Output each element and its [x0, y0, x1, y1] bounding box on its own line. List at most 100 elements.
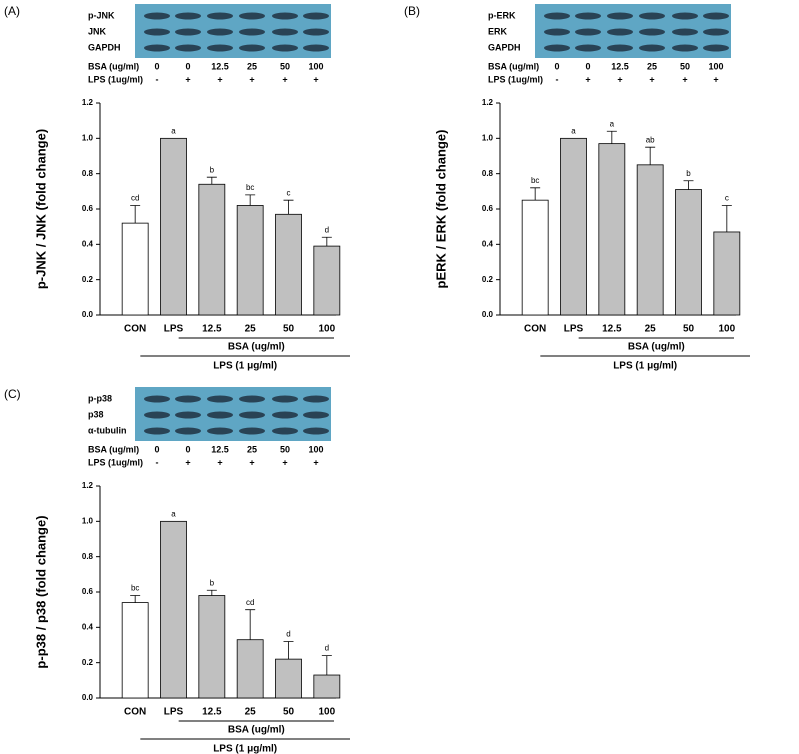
- significance-letter: ab: [646, 135, 655, 144]
- blot-lane-label: 0: [185, 444, 190, 454]
- blot-lane-label: 25: [647, 61, 657, 71]
- x-tick-label: LPS: [164, 324, 184, 335]
- error-bar: [683, 180, 694, 190]
- blot-lane-label: +: [313, 457, 318, 467]
- blot-band: [272, 427, 298, 435]
- blot-lane-label: 50: [280, 61, 290, 71]
- blot-band: [272, 28, 298, 36]
- blot-band: [639, 44, 665, 52]
- blot-lane-label: -: [556, 74, 559, 84]
- blot-lane-label: 100: [308, 444, 323, 454]
- blot-band: [544, 44, 570, 52]
- blot-band: [239, 28, 265, 36]
- blot-band: [272, 395, 298, 403]
- error-bar: [321, 236, 332, 247]
- y-tick-label: 0.8: [482, 169, 494, 178]
- panel: (B) p-ERK ERK GAPDH BSA (ug/ml) 0 0 12.5 25 50 100…: [404, 4, 750, 372]
- blot-lane-label: 0: [185, 61, 190, 71]
- significance-letter: d: [325, 644, 329, 653]
- significance-letter: b: [686, 169, 691, 178]
- y-tick-label: 0.8: [82, 552, 94, 561]
- y-tick-label: 1.0: [82, 516, 94, 525]
- blot-lane-label: 12.5: [211, 444, 229, 454]
- blot-lane-label: +: [282, 457, 287, 467]
- significance-letter: bc: [531, 176, 539, 185]
- blot-lane-label: +: [585, 74, 590, 84]
- x-tick-label: CON: [124, 707, 146, 718]
- bar: [236, 639, 264, 699]
- y-tick-label: 0.0: [82, 310, 94, 319]
- blot-label: p-ERK: [488, 10, 516, 20]
- blot-label: p-p38: [88, 393, 112, 403]
- bar: [521, 199, 549, 316]
- blot-band: [575, 28, 601, 36]
- error-bar: [645, 146, 656, 165]
- significance-letter: c: [725, 194, 729, 203]
- blot-row-label: LPS (1ug/ml): [488, 74, 543, 84]
- blot-lane-label: 0: [554, 61, 559, 71]
- y-tick-label: 0.4: [482, 239, 494, 248]
- blot-band: [303, 427, 329, 435]
- blot-row-label: BSA (ug/ml): [488, 61, 539, 71]
- bar: [160, 137, 187, 316]
- panel-label: (C): [4, 387, 21, 401]
- bar: [313, 674, 341, 699]
- blot-band: [303, 12, 329, 20]
- bar: [598, 143, 626, 316]
- blot-band: [144, 44, 170, 52]
- bar: [121, 602, 149, 699]
- x-tick-label: 100: [718, 324, 735, 335]
- x-tick-label: 12.5: [202, 707, 222, 718]
- bar: [713, 231, 741, 316]
- blot-band: [575, 12, 601, 20]
- blot-band: [544, 28, 570, 36]
- blot-lane-label: +: [185, 74, 190, 84]
- bsa-label: BSA (ug/ml): [228, 342, 285, 353]
- x-tick-label: CON: [124, 324, 146, 335]
- x-tick-label: 12.5: [602, 324, 622, 335]
- blot-lane-label: +: [282, 74, 287, 84]
- blot-band: [303, 411, 329, 419]
- bar: [121, 222, 149, 316]
- significance-letter: a: [610, 119, 615, 128]
- blot-band: [175, 28, 201, 36]
- error-bar: [130, 205, 141, 224]
- blot-label: α-tubulin: [88, 425, 127, 435]
- significance-letter: a: [171, 126, 176, 135]
- blot-band: [639, 12, 665, 20]
- x-tick-label: 50: [283, 324, 295, 335]
- y-tick-label: 0.0: [82, 693, 94, 702]
- blot-band: [672, 44, 698, 52]
- bar: [160, 520, 187, 699]
- blot-lane-label: 0: [585, 61, 590, 71]
- blot-label: p38: [88, 409, 104, 419]
- x-tick-label: 100: [318, 324, 335, 335]
- blot-band: [303, 28, 329, 36]
- blot-band: [303, 395, 329, 403]
- blot-band: [175, 411, 201, 419]
- error-bar: [245, 194, 256, 206]
- blot-lane-label: +: [217, 74, 222, 84]
- blot-band: [272, 44, 298, 52]
- bar: [636, 164, 664, 316]
- y-tick-label: 0.2: [82, 275, 94, 284]
- blot-row-label: BSA (ug/ml): [88, 444, 139, 454]
- bar: [275, 213, 302, 316]
- blot-label: GAPDH: [488, 42, 521, 52]
- blot-lane-label: +: [713, 74, 718, 84]
- blot-band: [175, 395, 201, 403]
- x-tick-label: CON: [524, 324, 546, 335]
- bsa-label: BSA (ug/ml): [628, 342, 685, 353]
- error-bar: [206, 589, 217, 596]
- y-tick-label: 0.2: [482, 275, 494, 284]
- significance-letter: a: [571, 126, 576, 135]
- panel-label: (B): [404, 4, 420, 18]
- blot-row-label: LPS (1ug/ml): [88, 74, 143, 84]
- blot-label: GAPDH: [88, 42, 121, 52]
- significance-letter: bc: [131, 584, 139, 593]
- blot-lane-label: +: [313, 74, 318, 84]
- x-tick-label: 25: [245, 707, 257, 718]
- bar: [198, 183, 226, 316]
- blot-band: [175, 44, 201, 52]
